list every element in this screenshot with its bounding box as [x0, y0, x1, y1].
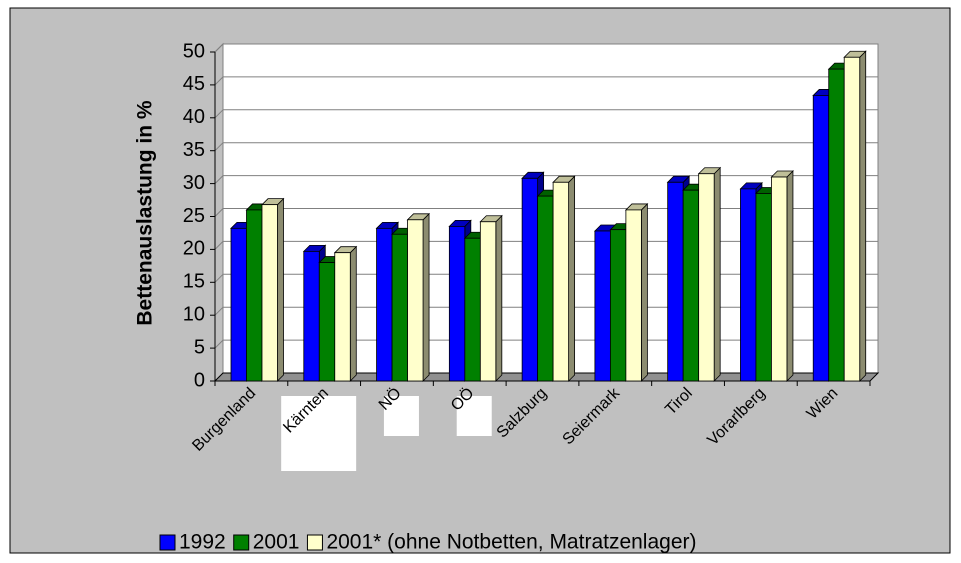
legend-swatch — [306, 534, 323, 551]
grid-line — [214, 273, 224, 283]
grid-line — [214, 109, 224, 119]
bar-front — [318, 262, 336, 382]
bar-front — [682, 189, 700, 382]
legend-label: 2001 — [253, 531, 300, 554]
grid-line — [214, 306, 224, 316]
bar-front — [740, 188, 757, 382]
bar-side — [349, 245, 357, 382]
grid-line — [214, 175, 224, 184]
bar — [406, 212, 431, 382]
bar-front — [755, 193, 772, 382]
bar-side — [713, 166, 721, 382]
legend-label: 2001* (ohne Notbetten, Matratzenlager) — [326, 531, 696, 554]
bar-side — [640, 202, 648, 382]
y-tick-label: 30 — [183, 172, 205, 194]
legend-label: 1992 — [179, 531, 226, 554]
bar-front — [391, 233, 408, 382]
y-tick-label: 50 — [183, 40, 205, 62]
bar-side — [786, 170, 794, 382]
bar-front — [407, 219, 424, 382]
bar-front — [537, 195, 554, 382]
bar-side — [495, 214, 503, 382]
bar-front — [843, 56, 861, 382]
bar — [697, 166, 722, 382]
label-box — [456, 396, 492, 436]
bar-side — [422, 212, 430, 382]
bar-front — [376, 227, 393, 382]
bar-front — [334, 252, 351, 382]
bar-front — [303, 250, 320, 382]
bar — [770, 170, 794, 382]
label-box — [281, 396, 357, 471]
y-tick-label: 10 — [183, 303, 205, 325]
bar-front — [448, 225, 466, 382]
bar-front — [552, 181, 570, 382]
bar — [261, 197, 285, 382]
grid-line — [214, 142, 224, 152]
bar-side — [568, 175, 576, 382]
legend-swatch — [233, 534, 250, 551]
y-tick-label: 40 — [183, 106, 205, 128]
bar-front — [609, 229, 627, 382]
y-tick-label: 5 — [194, 336, 205, 358]
grid-line — [214, 208, 224, 217]
grid-line — [214, 241, 224, 250]
y-tick-label: 0 — [194, 369, 205, 391]
y-tick-label: 20 — [183, 238, 205, 260]
bar-front — [667, 181, 684, 382]
bar — [624, 202, 649, 382]
bar-front — [625, 209, 642, 382]
grid-line — [214, 43, 224, 53]
bar-front — [771, 176, 788, 382]
grid-line — [214, 76, 224, 86]
bar — [552, 175, 576, 382]
bar-front — [594, 230, 611, 382]
grid-line — [214, 339, 224, 349]
y-tick-label: 45 — [183, 73, 205, 95]
bar-front — [521, 177, 539, 382]
bar-side — [277, 197, 284, 382]
bar-front — [261, 204, 278, 382]
bar-side — [859, 50, 867, 382]
bar-front — [698, 173, 715, 382]
y-axis-title: Bettenauslastung in % — [134, 100, 157, 326]
bar-front — [246, 209, 263, 382]
label-box — [383, 396, 419, 436]
y-tick-label: 15 — [183, 271, 205, 293]
bar-front — [828, 68, 845, 382]
bar-front — [464, 237, 481, 382]
bar — [843, 50, 867, 382]
bar-front — [479, 221, 497, 382]
y-tick-label: 35 — [183, 139, 205, 161]
y-tick-label: 25 — [183, 205, 205, 227]
bar-front — [812, 95, 830, 382]
bar — [333, 245, 358, 382]
legend-swatch — [159, 534, 176, 551]
bar — [479, 214, 503, 382]
bar-front — [230, 227, 247, 382]
